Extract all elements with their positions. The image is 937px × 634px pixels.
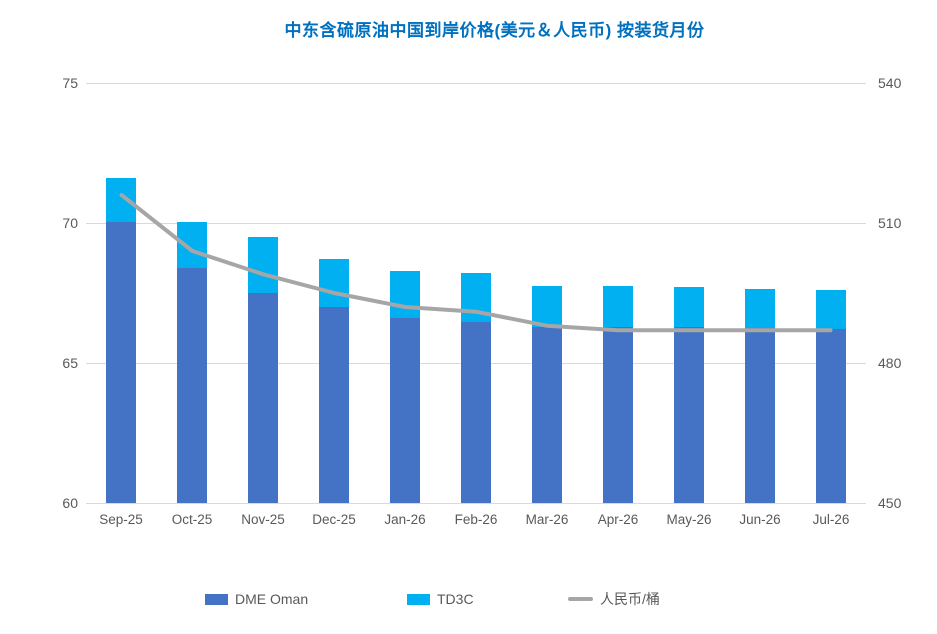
gridline <box>86 83 866 84</box>
x-axis-category-label: Jan-26 <box>384 512 426 527</box>
bar-dme-oman <box>532 327 562 503</box>
x-axis-category-label: Jun-26 <box>739 512 781 527</box>
bar-dme-oman <box>745 328 775 503</box>
y-axis-left-tick-label: 70 <box>62 215 78 231</box>
x-axis-category-label: Apr-26 <box>597 512 639 527</box>
legend: DME Oman TD3C 人民币/桶 <box>0 590 937 608</box>
dme-oman-swatch-icon <box>205 593 228 605</box>
bar-td3c <box>816 290 846 329</box>
chart-title: 中东含硫原油中国到岸价格(美元＆人民币) 按装货月份 <box>284 21 705 40</box>
y-axis-left-tick-label: 60 <box>62 495 78 511</box>
bar-dme-oman <box>106 222 136 503</box>
legend-item-rmb-line: 人民币/桶 <box>568 590 660 608</box>
legend-label-td3c: TD3C <box>437 591 474 607</box>
x-axis-category-label: Jul-26 <box>812 512 850 527</box>
bar-td3c <box>532 286 562 327</box>
x-axis-category-label: Nov-25 <box>241 512 285 527</box>
x-axis-category-label: Feb-26 <box>454 512 498 527</box>
bar-td3c <box>177 222 207 268</box>
y-axis-right-tick-label: 480 <box>878 355 902 371</box>
legend-item-dme-oman: DME Oman <box>205 590 308 608</box>
bar-td3c <box>390 271 420 318</box>
x-axis-category-label: May-26 <box>666 512 712 527</box>
y-axis-right-tick-label: 510 <box>878 215 902 231</box>
x-axis-category-label: Oct-25 <box>171 512 213 527</box>
bar-dme-oman <box>390 318 420 503</box>
td3c-swatch-icon <box>407 593 430 605</box>
bar-td3c <box>106 178 136 222</box>
y-axis-right-tick-label: 450 <box>878 495 902 511</box>
x-axis-category-label: Sep-25 <box>99 512 143 527</box>
legend-label-dme-oman: DME Oman <box>235 591 309 607</box>
x-axis-category-label: Mar-26 <box>525 512 569 527</box>
bar-td3c <box>248 237 278 293</box>
bar-td3c <box>745 289 775 328</box>
bar-dme-oman <box>603 327 633 503</box>
y-axis-left-tick-label: 75 <box>62 75 78 91</box>
bar-td3c <box>603 286 633 327</box>
y-axis-left-tick-label: 65 <box>62 355 78 371</box>
bar-td3c <box>461 273 491 322</box>
x-axis-category-label: Dec-25 <box>312 512 356 527</box>
legend-label-rmb-line: 人民币/桶 <box>600 591 660 607</box>
bar-dme-oman <box>461 322 491 503</box>
legend-item-td3c: TD3C <box>407 590 474 608</box>
bar-dme-oman <box>248 293 278 503</box>
bar-dme-oman <box>674 327 704 503</box>
gridline <box>86 503 866 504</box>
bar-td3c <box>319 259 349 307</box>
bar-td3c <box>674 287 704 327</box>
rmb-line-swatch-icon <box>568 597 593 601</box>
bar-dme-oman <box>177 268 207 503</box>
bar-dme-oman <box>816 329 846 503</box>
bar-dme-oman <box>319 307 349 503</box>
y-axis-right-tick-label: 540 <box>878 75 902 91</box>
